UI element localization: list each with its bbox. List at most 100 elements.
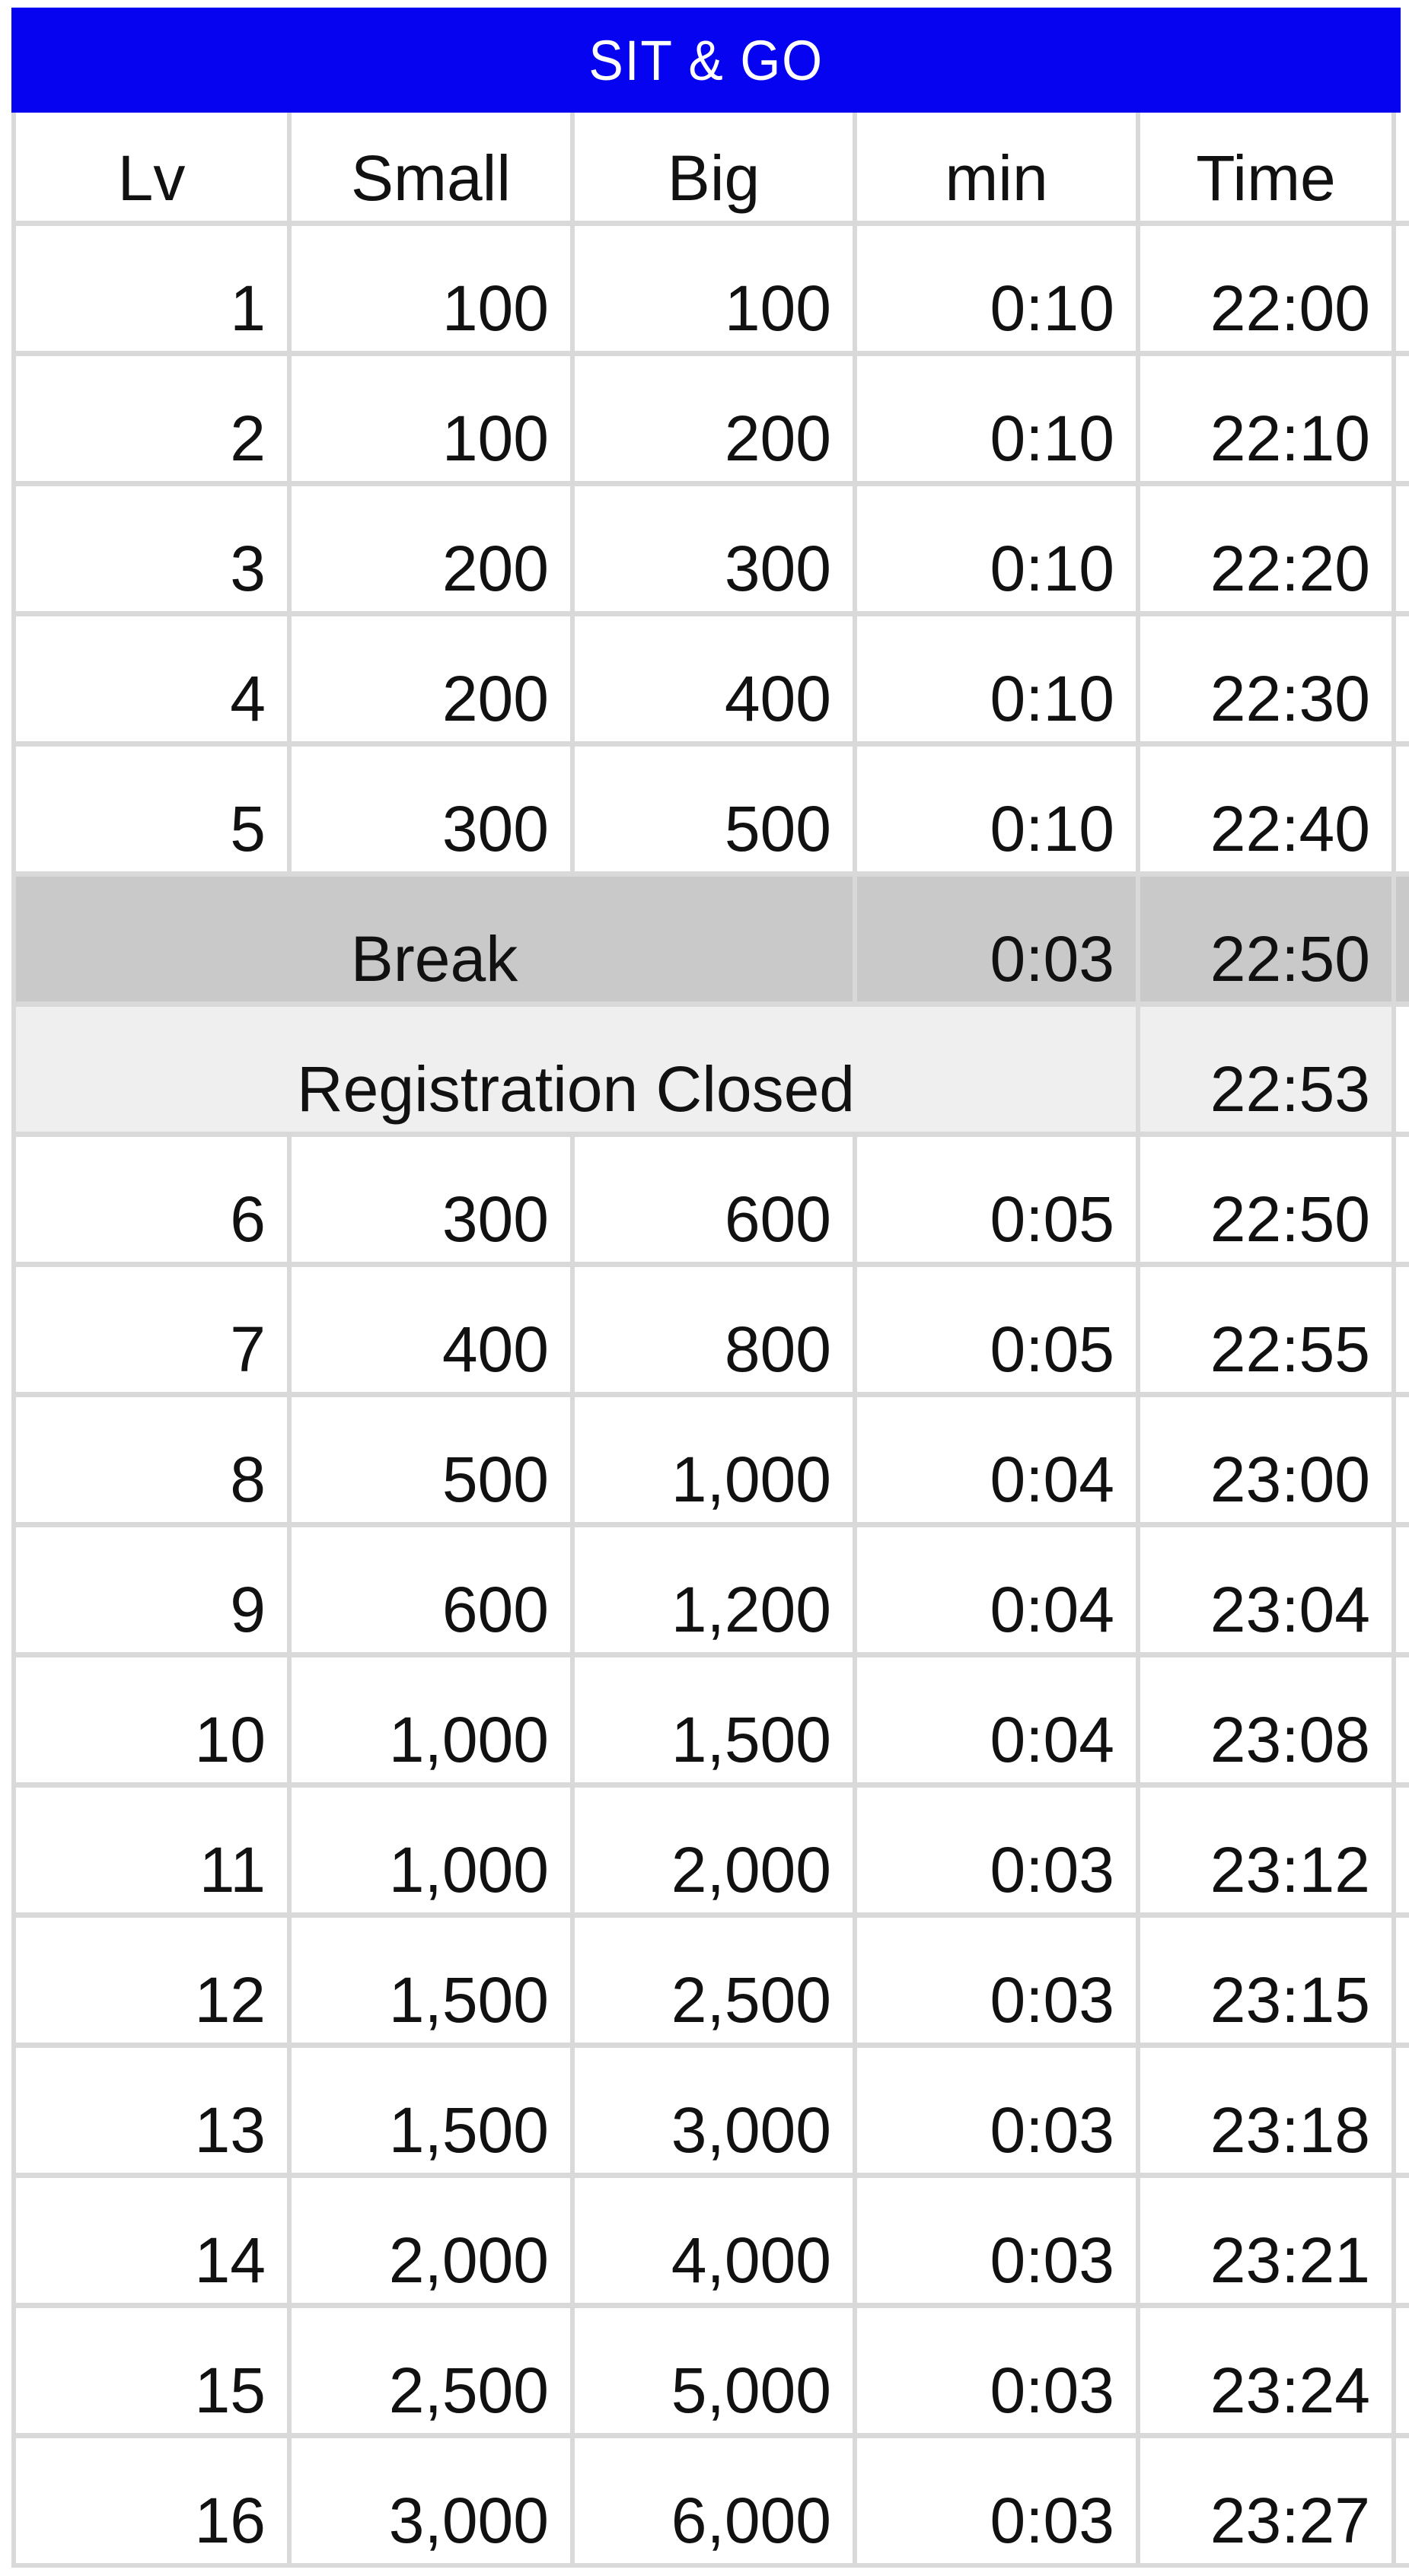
cell-min: 0:10: [857, 747, 1136, 871]
cell-time: 22:53: [1140, 1007, 1391, 1132]
cell-big: 1,500: [575, 1657, 853, 1782]
spacer-cell: [1396, 2438, 1409, 2563]
cell-time: 22:00: [1140, 226, 1391, 351]
spacer-cell: [1396, 1788, 1409, 1912]
cell-time: 23:27: [1140, 2438, 1391, 2563]
cell-min: 0:03: [857, 2048, 1136, 2173]
cell-lv: 3: [16, 486, 287, 611]
cell-time: 23:00: [1140, 1397, 1391, 1522]
cell-lv: 10: [16, 1657, 287, 1782]
cell-lv: 4: [16, 616, 287, 741]
cell-big: 500: [575, 747, 853, 871]
blind-structure-table: Lv Small Big min Time 1 100 100 0:10 22:00 2 100 200…: [11, 113, 1409, 2568]
title-bar: SIT & GO: [11, 8, 1401, 113]
cell-time: 23:15: [1140, 1918, 1391, 2043]
cell-min: 0:04: [857, 1397, 1136, 1522]
cell-min: 0:03: [857, 2178, 1136, 2303]
cell-small: 300: [292, 747, 570, 871]
cell-big: 800: [575, 1267, 853, 1392]
cell-small: 600: [292, 1527, 570, 1652]
cell-lv: 8: [16, 1397, 287, 1522]
cell-big: 1,000: [575, 1397, 853, 1522]
cell-min: 0:10: [857, 226, 1136, 351]
cell-min: 0:05: [857, 1137, 1136, 1262]
cell-time: 23:24: [1140, 2308, 1391, 2433]
cell-lv: 7: [16, 1267, 287, 1392]
cell-lv: 6: [16, 1137, 287, 1262]
cell-small: 300: [292, 1137, 570, 1262]
cell-small: 3,000: [292, 2438, 570, 2563]
spacer-cell: [1396, 2308, 1409, 2433]
spacer-cell: [1396, 113, 1409, 221]
cell-big: 100: [575, 226, 853, 351]
spacer-cell: [1396, 1137, 1409, 1262]
cell-small: 1,000: [292, 1657, 570, 1782]
cell-small: 100: [292, 356, 570, 481]
cell-min: 0:05: [857, 1267, 1136, 1392]
cell-big: 1,200: [575, 1527, 853, 1652]
spacer-cell: [1396, 1657, 1409, 1782]
cell-small: 2,500: [292, 2308, 570, 2433]
cell-big: 2,500: [575, 1918, 853, 2043]
page-title: SIT & GO: [588, 28, 824, 92]
header-cell-lv: Lv: [16, 113, 287, 221]
spacer-cell: [1396, 616, 1409, 741]
cell-min: 0:03: [857, 2438, 1136, 2563]
cell-time: 23:21: [1140, 2178, 1391, 2303]
cell-big: 3,000: [575, 2048, 853, 2173]
cell-lv: 14: [16, 2178, 287, 2303]
cell-time: 22:50: [1140, 877, 1391, 1001]
cell-lv: 5: [16, 747, 287, 871]
cell-min: 0:04: [857, 1527, 1136, 1652]
cell-time: 22:10: [1140, 356, 1391, 481]
break-row-label: Break: [16, 877, 853, 1001]
spacer-cell: [1396, 226, 1409, 351]
cell-small: 200: [292, 486, 570, 611]
cell-time: 23:18: [1140, 2048, 1391, 2173]
cell-small: 200: [292, 616, 570, 741]
cell-lv: 12: [16, 1918, 287, 2043]
cell-big: 300: [575, 486, 853, 611]
cell-small: 1,000: [292, 1788, 570, 1912]
header-cell-big: Big: [575, 113, 853, 221]
cell-big: 4,000: [575, 2178, 853, 2303]
spacer-cell: [1396, 1918, 1409, 2043]
cell-lv: 13: [16, 2048, 287, 2173]
cell-min: 0:10: [857, 616, 1136, 741]
cell-min: 0:10: [857, 486, 1136, 611]
cell-big: 2,000: [575, 1788, 853, 1912]
header-cell-small: Small: [292, 113, 570, 221]
spacer-cell: [1396, 747, 1409, 871]
spacer-cell: [1396, 1527, 1409, 1652]
cell-time: 22:50: [1140, 1137, 1391, 1262]
cell-min: 0:04: [857, 1657, 1136, 1782]
cell-time: 23:12: [1140, 1788, 1391, 1912]
spacer-cell: [1396, 877, 1409, 1001]
cell-small: 1,500: [292, 1918, 570, 2043]
cell-small: 100: [292, 226, 570, 351]
cell-small: 2,000: [292, 2178, 570, 2303]
cell-time: 22:40: [1140, 747, 1391, 871]
cell-min: 0:03: [857, 877, 1136, 1001]
spacer-cell: [1396, 486, 1409, 611]
cell-lv: 2: [16, 356, 287, 481]
spacer-cell: [1396, 2048, 1409, 2173]
cell-small: 1,500: [292, 2048, 570, 2173]
cell-lv: 15: [16, 2308, 287, 2433]
cell-min: 0:03: [857, 2308, 1136, 2433]
cell-big: 400: [575, 616, 853, 741]
cell-small: 500: [292, 1397, 570, 1522]
cell-time: 23:08: [1140, 1657, 1391, 1782]
cell-min: 0:03: [857, 1788, 1136, 1912]
cell-big: 5,000: [575, 2308, 853, 2433]
cell-small: 400: [292, 1267, 570, 1392]
registration-closed-label: Registration Closed: [16, 1007, 1136, 1132]
spacer-cell: [1396, 356, 1409, 481]
spacer-cell: [1396, 2178, 1409, 2303]
spacer-cell: [1396, 1397, 1409, 1522]
cell-big: 600: [575, 1137, 853, 1262]
cell-time: 22:30: [1140, 616, 1391, 741]
cell-time: 23:04: [1140, 1527, 1391, 1652]
cell-big: 6,000: [575, 2438, 853, 2563]
cell-time: 22:20: [1140, 486, 1391, 611]
